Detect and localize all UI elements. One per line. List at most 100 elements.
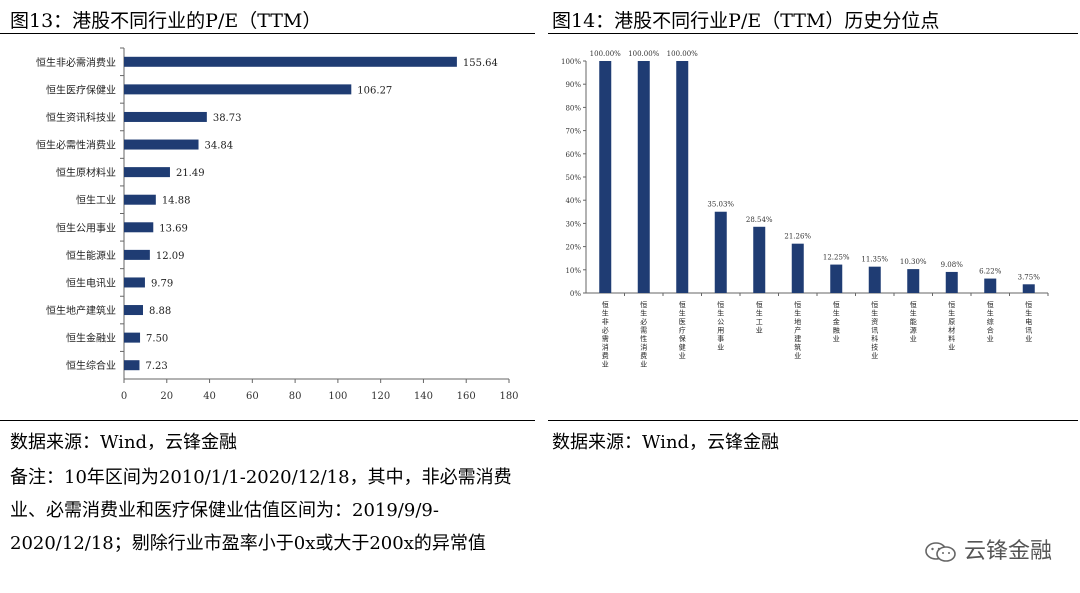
x-tick-label: 40 bbox=[203, 391, 216, 402]
x-tick-label: 180 bbox=[499, 391, 518, 402]
bar bbox=[830, 264, 843, 293]
left-note: 备注：10年区间为2010/1/1-2020/12/18，其中，非必需消费业、必… bbox=[10, 467, 512, 554]
value-label: 34.84 bbox=[205, 141, 234, 152]
category-label: 恒生电讯业 bbox=[1025, 300, 1032, 343]
value-label: 11.35% bbox=[861, 256, 888, 264]
bar bbox=[124, 332, 141, 343]
bar bbox=[124, 56, 457, 67]
category-label: 恒生资讯科技业 bbox=[871, 300, 878, 360]
value-label: 9.79 bbox=[151, 278, 173, 289]
category-label: 恒生必需性消费业 bbox=[36, 139, 116, 152]
bar bbox=[984, 278, 997, 293]
value-label: 7.50 bbox=[146, 334, 168, 345]
y-tick-label: 100% bbox=[561, 58, 581, 66]
bar bbox=[637, 61, 650, 293]
category-label: 恒生电讯业 bbox=[66, 276, 116, 289]
y-tick-label: 50% bbox=[565, 174, 581, 182]
left-chart-title: 图13：港股不同行业的P/E（TTM） bbox=[10, 10, 322, 32]
y-tick-label: 0% bbox=[570, 290, 581, 298]
bar bbox=[676, 61, 689, 293]
category-label: 恒生非必需消费业 bbox=[602, 300, 609, 369]
category-label: 恒生金融业 bbox=[66, 332, 116, 345]
category-label: 恒生工业 bbox=[76, 194, 116, 207]
right-top-rule bbox=[548, 33, 1078, 34]
value-label: 21.49 bbox=[176, 168, 205, 179]
value-label: 28.54% bbox=[746, 216, 773, 224]
y-tick-label: 70% bbox=[565, 128, 581, 136]
bar bbox=[868, 266, 881, 293]
x-tick-label: 60 bbox=[246, 391, 259, 402]
value-label: 13.69 bbox=[159, 223, 188, 234]
value-label: 106.27 bbox=[357, 85, 392, 96]
bar bbox=[599, 61, 612, 293]
bar bbox=[791, 243, 804, 293]
left-chart-panel: 0 20 40 60 80 100 120 140 160 180 恒生非必需消费业 155.64 恒生… bbox=[0, 36, 535, 416]
category-label: 恒生地产建筑业 bbox=[46, 304, 116, 317]
category-label: 恒生原材料业 bbox=[948, 300, 955, 352]
y-tick-label: 10% bbox=[565, 267, 581, 275]
y-tick-label: 30% bbox=[565, 220, 581, 228]
bar bbox=[124, 249, 150, 260]
value-label: 6.22% bbox=[979, 268, 1002, 276]
category-label: 恒生综合业 bbox=[66, 359, 116, 372]
right-source: 数据来源：Wind，云锋金融 bbox=[552, 432, 780, 453]
value-label: 9.08% bbox=[941, 261, 964, 269]
right-bottom-rule bbox=[548, 420, 1078, 421]
category-label: 恒生必需性消费业 bbox=[640, 300, 647, 369]
y-tick-label: 80% bbox=[565, 104, 581, 112]
value-label: 21.26% bbox=[784, 233, 811, 241]
value-label: 100.00% bbox=[667, 50, 698, 58]
y-tick-label: 40% bbox=[565, 197, 581, 205]
category-label: 恒生公用事业 bbox=[717, 300, 724, 352]
value-label: 38.73 bbox=[213, 113, 242, 124]
category-label: 恒生能源业 bbox=[910, 300, 917, 343]
value-label: 35.03% bbox=[707, 201, 734, 209]
bar bbox=[124, 194, 156, 205]
category-label: 恒生资讯科技业 bbox=[46, 111, 116, 124]
y-tick-label: 60% bbox=[565, 151, 581, 159]
category-label: 恒生地产建筑业 bbox=[794, 300, 801, 360]
x-tick-label: 0 bbox=[121, 391, 127, 402]
value-label: 100.00% bbox=[590, 50, 621, 58]
wechat-icon bbox=[924, 541, 958, 563]
x-tick-label: 160 bbox=[457, 391, 476, 402]
bar bbox=[124, 167, 170, 178]
bar bbox=[124, 305, 143, 316]
bar bbox=[124, 111, 207, 122]
right-chart-title: 图14：港股不同行业P/E（TTM）历史分位点 bbox=[552, 10, 940, 32]
value-label: 100.00% bbox=[628, 50, 659, 58]
value-label: 3.75% bbox=[1018, 273, 1041, 281]
y-tick-label: 20% bbox=[565, 244, 581, 252]
value-label: 10.30% bbox=[900, 258, 927, 266]
x-tick-label: 100 bbox=[328, 391, 347, 402]
x-tick-label: 140 bbox=[414, 391, 433, 402]
bar bbox=[907, 269, 920, 293]
category-label: 恒生能源业 bbox=[66, 249, 116, 262]
value-label: 8.88 bbox=[149, 306, 171, 317]
y-tick-label: 90% bbox=[565, 81, 581, 89]
vbar-chart: 0% 10% 20% 30% 40% 50% 60% 70% 80% 90% 100% 100.00%… bbox=[561, 50, 1049, 369]
category-label: 恒生工业 bbox=[756, 300, 763, 335]
left-top-rule bbox=[0, 33, 535, 34]
category-label: 恒生医疗保健业 bbox=[679, 300, 686, 360]
brand-watermark: 云锋金融 bbox=[924, 533, 1052, 565]
bar bbox=[124, 360, 140, 371]
category-label: 恒生金融业 bbox=[833, 300, 840, 343]
bar bbox=[124, 277, 145, 288]
value-label: 12.09 bbox=[156, 251, 185, 262]
bar bbox=[945, 271, 958, 293]
brand-text: 云锋金融 bbox=[963, 539, 1052, 564]
bar bbox=[124, 84, 352, 95]
x-tick-label: 120 bbox=[371, 391, 390, 402]
category-label: 恒生公用事业 bbox=[56, 221, 116, 234]
category-label: 恒生医疗保健业 bbox=[46, 83, 116, 96]
bar bbox=[124, 139, 199, 150]
category-label: 恒生综合业 bbox=[987, 300, 994, 343]
category-label: 恒生非必需消费业 bbox=[36, 56, 116, 69]
value-label: 14.88 bbox=[162, 196, 191, 207]
bar bbox=[714, 211, 727, 293]
right-chart-panel: 0% 10% 20% 30% 40% 50% 60% 70% 80% 90% 100% 100.00%… bbox=[548, 36, 1078, 416]
bar bbox=[753, 226, 766, 293]
left-source: 数据来源：Wind，云锋金融 bbox=[10, 432, 238, 453]
bar bbox=[124, 222, 154, 233]
